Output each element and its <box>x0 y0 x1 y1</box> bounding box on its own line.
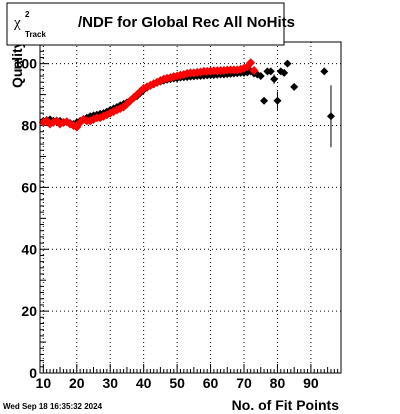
data-point <box>260 96 269 105</box>
x-axis-title: No. of Fit Points <box>232 397 340 413</box>
data-point <box>256 72 265 81</box>
data-point <box>290 82 299 91</box>
title-superscript: 2 <box>25 10 30 19</box>
data-point <box>273 96 282 105</box>
y-tick-label: 20 <box>21 303 37 319</box>
data-point <box>320 67 329 76</box>
data-point <box>326 112 335 121</box>
y-tick-label: 0 <box>29 365 37 381</box>
x-tick-label: 60 <box>203 375 219 391</box>
x-tick-label: 80 <box>270 375 286 391</box>
data-points <box>38 58 335 148</box>
data-point <box>283 59 292 68</box>
title-box <box>6 2 285 46</box>
timestamp: Wed Sep 18 16:35:32 2024 <box>3 402 103 411</box>
data-point <box>280 68 289 77</box>
y-axis: 0 20 40 60 80 100 <box>14 44 49 381</box>
x-tick-label: 50 <box>169 375 185 391</box>
x-tick-label: 30 <box>102 375 118 391</box>
y-tick-label: 80 <box>21 118 37 134</box>
x-tick-label: 10 <box>36 375 52 391</box>
y-tick-label: 60 <box>21 179 37 195</box>
x-tick-label: 70 <box>236 375 252 391</box>
data-point <box>270 75 279 84</box>
data-point <box>266 67 275 76</box>
data-point <box>155 76 165 86</box>
y-tick-label: 100 <box>14 56 38 72</box>
x-tick-label: 20 <box>69 375 85 391</box>
title-subscript: Track <box>25 30 46 39</box>
x-tick-label: 90 <box>303 375 319 391</box>
x-axis: 10 20 30 40 50 60 70 80 90 <box>36 364 342 391</box>
y-axis-title: Quality <box>9 40 25 88</box>
x-tick-label: 40 <box>136 375 152 391</box>
chart-title: /NDF for Global Rec All NoHits <box>78 14 295 31</box>
data-point <box>249 65 259 75</box>
data-point <box>246 58 256 68</box>
title-chi-symbol: χ <box>13 15 21 31</box>
y-tick-label: 40 <box>21 241 37 257</box>
